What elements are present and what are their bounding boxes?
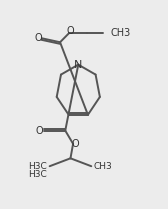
Text: N: N <box>74 60 82 70</box>
Text: O: O <box>35 126 43 136</box>
Text: H3C: H3C <box>28 170 47 179</box>
Text: O: O <box>35 33 42 43</box>
Text: CH3: CH3 <box>110 28 130 38</box>
Text: O: O <box>72 139 79 149</box>
Text: H3C: H3C <box>28 162 47 171</box>
Text: O: O <box>66 26 74 36</box>
Text: CH3: CH3 <box>94 162 113 171</box>
